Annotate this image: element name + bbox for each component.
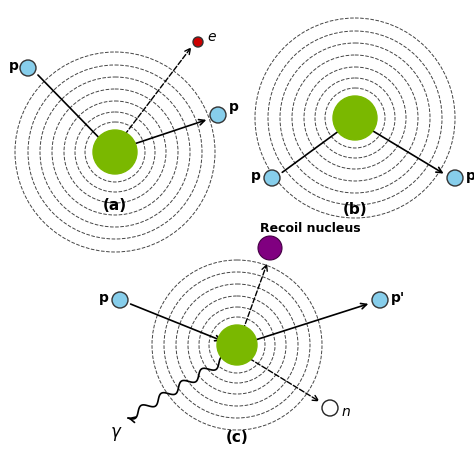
Text: p: p — [251, 169, 261, 183]
Text: p': p' — [391, 291, 405, 305]
Text: (a): (a) — [103, 198, 127, 212]
Text: n: n — [342, 405, 350, 419]
Circle shape — [112, 292, 128, 308]
Circle shape — [372, 292, 388, 308]
Circle shape — [322, 400, 338, 416]
Text: p: p — [229, 100, 239, 114]
Text: (b): (b) — [343, 202, 367, 217]
Text: Recoil nucleus: Recoil nucleus — [260, 221, 360, 234]
Circle shape — [447, 170, 463, 186]
Circle shape — [93, 130, 137, 174]
Text: e: e — [208, 30, 216, 44]
Circle shape — [217, 325, 257, 365]
Text: $\gamma$: $\gamma$ — [109, 425, 122, 443]
Circle shape — [20, 60, 36, 76]
Circle shape — [258, 236, 282, 260]
Text: (c): (c) — [226, 431, 248, 446]
Text: p: p — [9, 59, 19, 73]
Circle shape — [333, 96, 377, 140]
Text: p: p — [466, 169, 474, 183]
Circle shape — [210, 107, 226, 123]
Circle shape — [264, 170, 280, 186]
Circle shape — [193, 37, 203, 47]
Text: p: p — [99, 291, 109, 305]
